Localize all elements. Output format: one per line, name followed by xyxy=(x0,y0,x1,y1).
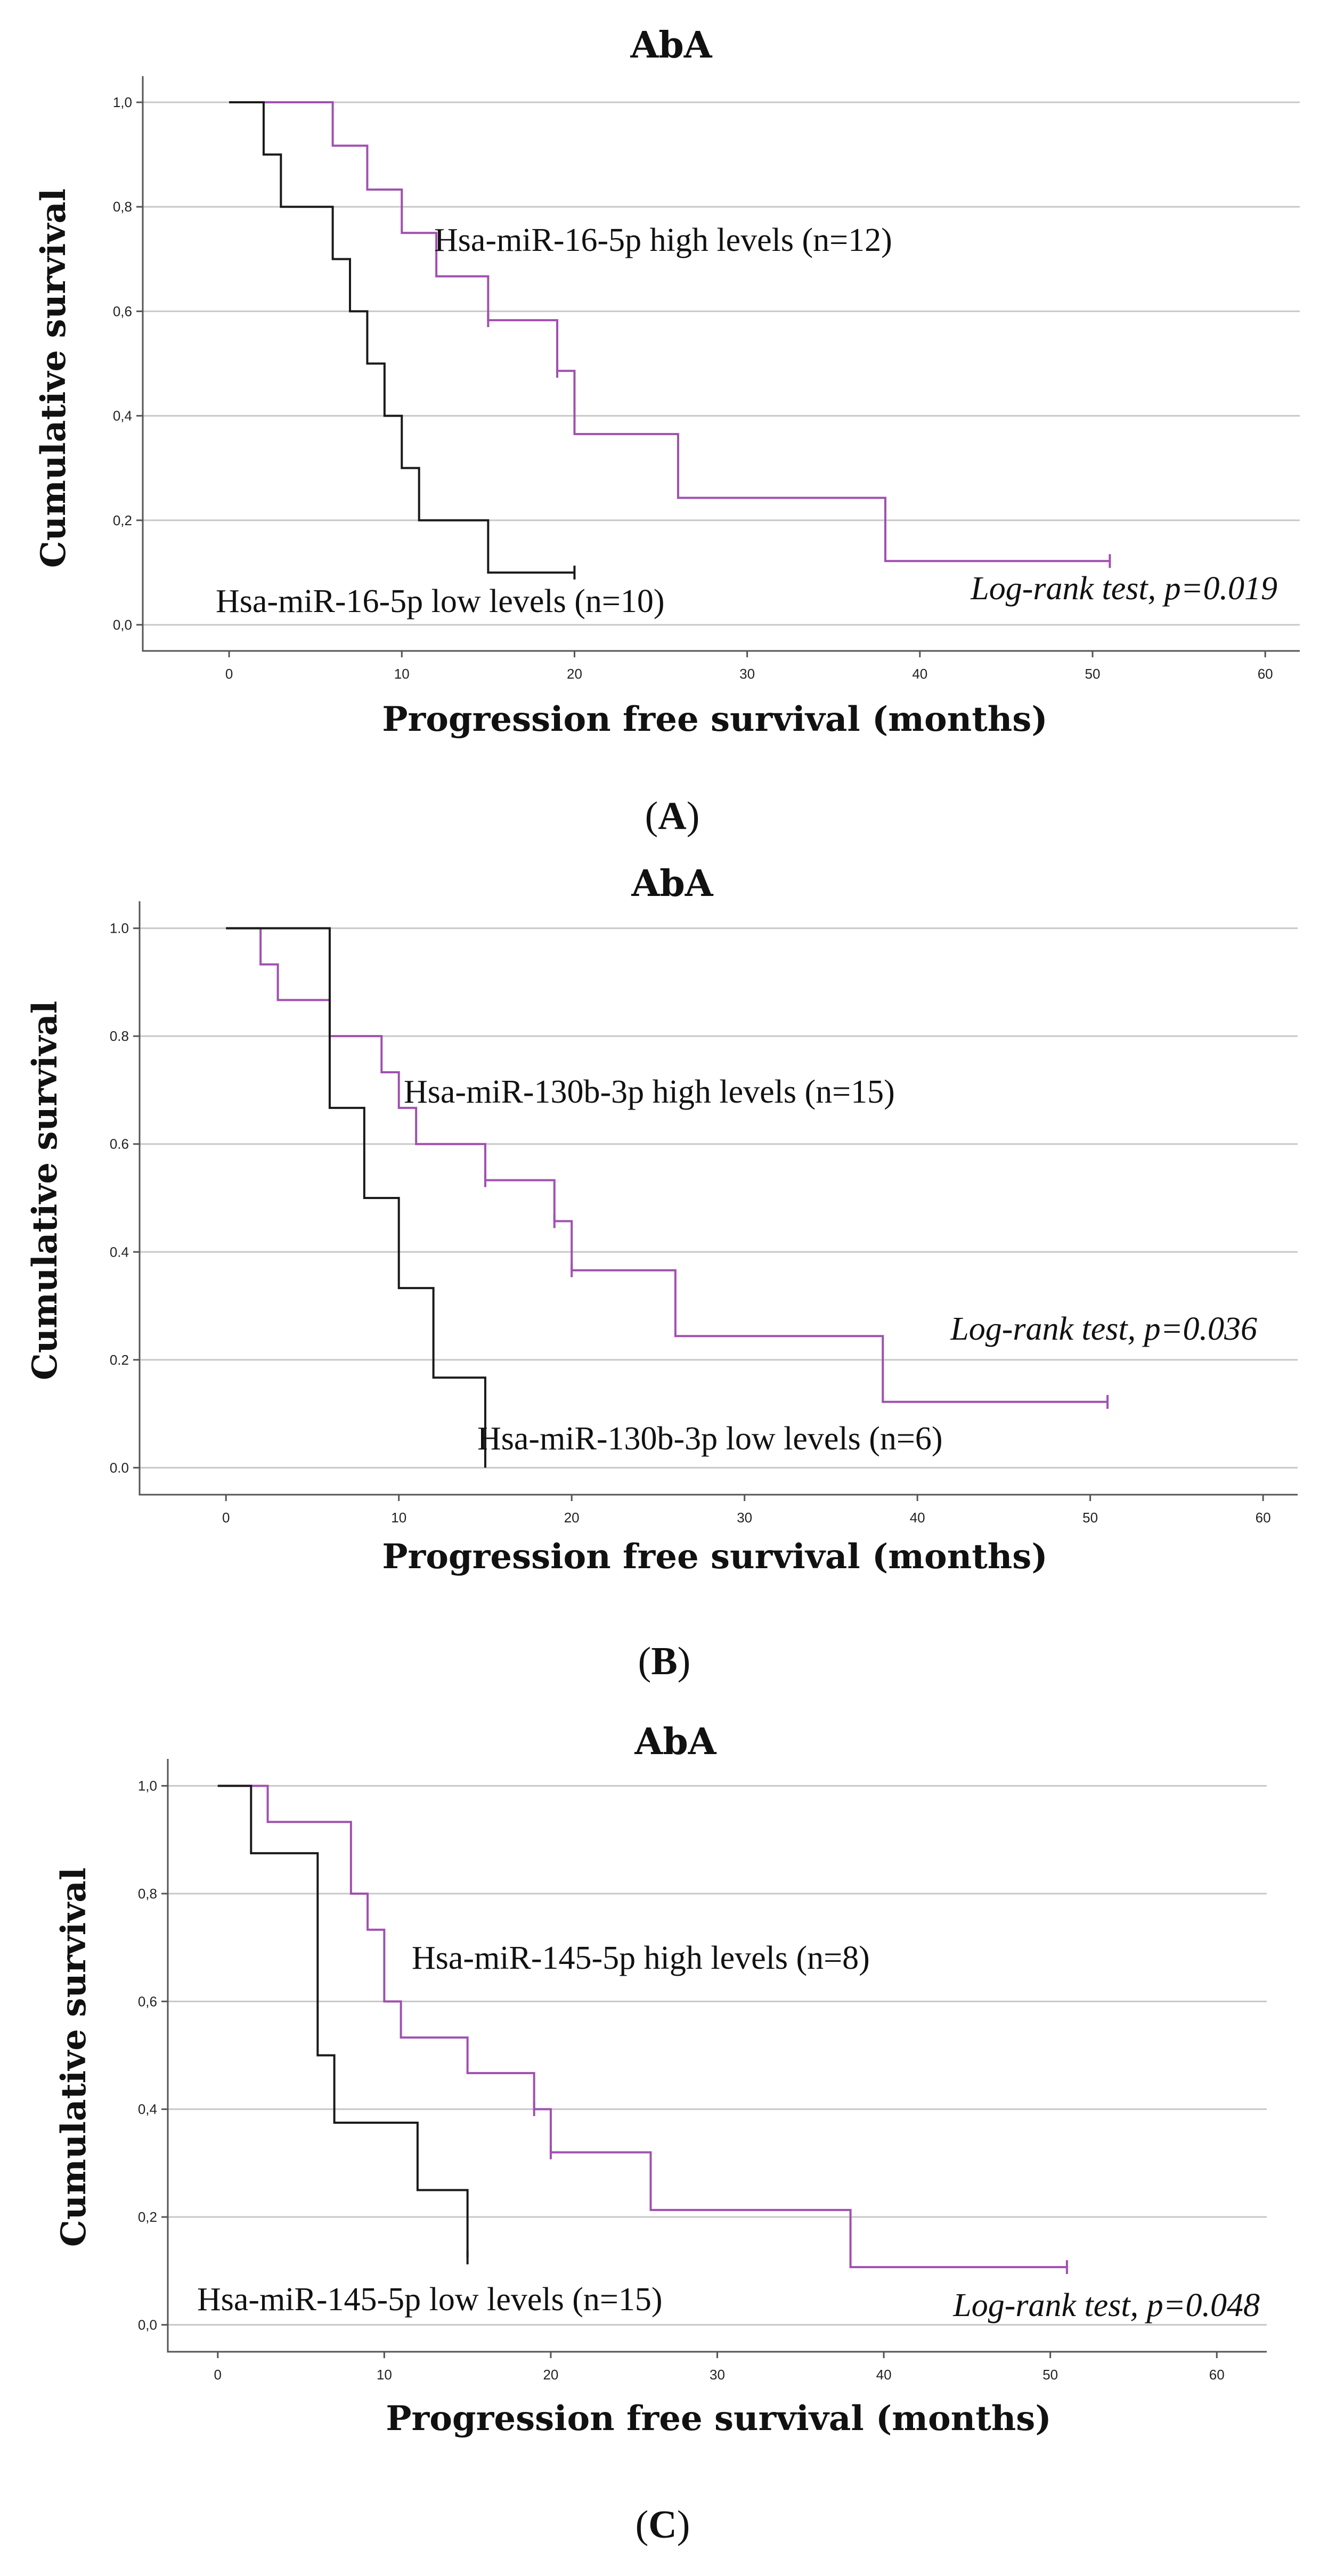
panel-a-y-tick-label: 1,0 xyxy=(113,94,132,110)
panel-c-low-series-label: Hsa-miR-145-5p low levels (n=15) xyxy=(197,2281,663,2318)
panel-c-x-tick-label: 40 xyxy=(876,2367,892,2383)
panel-b-y-tick-label: 0.8 xyxy=(110,1028,129,1044)
panel-a: 0,0 0,2 0,4 0,6 0,8 1,0 0 10 20 30 40 50 60 AbA Cumu… xyxy=(34,24,1300,838)
panel-a-y-axis-label: Cumulative survival xyxy=(34,189,74,568)
panel-b-high-survival-curve xyxy=(226,927,1108,1403)
panel-c-high-series-label: Hsa-miR-145-5p high levels (n=8) xyxy=(412,1940,870,1976)
panel-b-title: AbA xyxy=(631,862,713,905)
panel-a-axes xyxy=(142,76,1300,652)
panel-a-y-tick-label: 0,4 xyxy=(113,408,132,424)
panel-b-y-axis-label: Cumulative survival xyxy=(25,1001,65,1380)
panel-c-title: AbA xyxy=(634,1721,716,1763)
panel-c-y-tick-label: 0,0 xyxy=(138,2317,157,2333)
panel-a-x-tick-label: 0 xyxy=(225,666,233,682)
panel-b-y-tick-label: 0.4 xyxy=(110,1244,129,1260)
panel-a-title: AbA xyxy=(630,24,712,67)
panel-b-y-tick-label: 0.2 xyxy=(110,1352,129,1368)
panel-b-x-tick-label: 40 xyxy=(910,1510,925,1526)
panel-b-letter: B xyxy=(651,1640,677,1683)
panel-c-high-survival-curve xyxy=(217,1784,1067,2269)
panel-b-x-axis-label: Progression free survival (months) xyxy=(382,1537,1047,1577)
panel-c-x-tick-label: 20 xyxy=(543,2367,558,2383)
panel-c-x-tick-label: 60 xyxy=(1209,2367,1225,2383)
panel-c-low-survival-curve xyxy=(217,1784,469,2257)
panel-b-x-tick-label: 50 xyxy=(1082,1510,1098,1526)
panel-c-x-tick-label: 30 xyxy=(710,2367,725,2383)
panel-b-x-tick-label: 10 xyxy=(391,1510,406,1526)
panel-a-high-series-label: Hsa-miR-16-5p high levels (n=12) xyxy=(434,222,892,258)
panel-b-x-tick-label: 20 xyxy=(564,1510,580,1526)
panel-b-x-tick-label: 0 xyxy=(222,1510,230,1526)
panel-c-y-tick-label: 0,2 xyxy=(138,2209,157,2225)
panel-a-y-tick-label: 0,8 xyxy=(113,199,132,215)
panel-a-x-tick-label: 50 xyxy=(1085,666,1101,682)
panel-c-y-axis-label: Cumulative survival xyxy=(54,1868,94,2247)
panel-b: 0.0 0.2 0.4 0.6 0.8 1.0 0 10 20 30 40 50 60 AbA Cumu… xyxy=(25,862,1298,1683)
panel-c-letter: C xyxy=(648,2503,677,2547)
panel-a-letter: A xyxy=(658,794,686,838)
panel-b-y-tick-label: 1.0 xyxy=(110,920,129,936)
panel-c-logrank-annotation: Log-rank test, p=0.048 xyxy=(952,2287,1260,2324)
panel-b-y-tick-label: 0.0 xyxy=(110,1460,129,1476)
panel-b-high-series-label: Hsa-miR-130b-3p high levels (n=15) xyxy=(404,1074,895,1110)
panel-b-axes xyxy=(139,901,1298,1496)
panel-a-x-tick-label: 60 xyxy=(1258,666,1273,682)
panel-a-x-tick-label: 20 xyxy=(567,666,582,682)
panel-a-plot-area: 0,0 0,2 0,4 0,6 0,8 1,0 0 10 20 30 40 50 60 xyxy=(113,76,1300,682)
panel-a-x-tick-label: 40 xyxy=(912,666,927,682)
panel-c-y-tick-label: 0,6 xyxy=(138,1993,157,2009)
panel-a-high-survival-curve xyxy=(229,101,1110,563)
panel-a-x-tick-label: 30 xyxy=(739,666,755,682)
panel-a-x-tick-label: 10 xyxy=(394,666,410,682)
panel-b-x-tick-label: 60 xyxy=(1256,1510,1271,1526)
panel-a-low-survival-curve xyxy=(229,101,575,574)
panel-a-y-tick-label: 0,6 xyxy=(113,303,132,319)
panel-c-x-tick-label: 0 xyxy=(214,2367,222,2383)
panel-c-axes xyxy=(167,1759,1267,2353)
panel-a-y-tick-label: 0,0 xyxy=(113,617,132,633)
panel-c-y-tick-label: 1,0 xyxy=(138,1778,157,1794)
panel-b-y-tick-label: 0.6 xyxy=(110,1136,129,1152)
panel-c-caption: (C) xyxy=(636,2503,690,2547)
panel-c: 0,0 0,2 0,4 0,6 0,8 1,0 0 10 20 30 40 50 60 AbA Cumu… xyxy=(54,1721,1267,2547)
panel-a-low-series-label: Hsa-miR-16-5p low levels (n=10) xyxy=(216,583,665,619)
panel-c-x-tick-label: 10 xyxy=(377,2367,392,2383)
panel-b-low-series-label: Hsa-miR-130b-3p low levels (n=6) xyxy=(477,1421,943,1457)
panel-b-caption: (B) xyxy=(638,1640,691,1683)
panel-a-caption: (A) xyxy=(645,794,700,838)
panel-c-y-tick-label: 0,4 xyxy=(138,2101,157,2117)
panel-b-logrank-annotation: Log-rank test, p=0.036 xyxy=(950,1311,1257,1347)
panel-c-x-tick-label: 50 xyxy=(1042,2367,1058,2383)
panel-c-y-tick-label: 0,8 xyxy=(138,1886,157,1902)
panel-b-x-tick-label: 30 xyxy=(737,1510,752,1526)
panel-a-x-axis-label: Progression free survival (months) xyxy=(382,699,1047,739)
panel-c-plot-area: 0,0 0,2 0,4 0,6 0,8 1,0 0 10 20 30 40 50 60 xyxy=(138,1759,1267,2383)
panel-a-y-tick-label: 0,2 xyxy=(113,512,132,528)
panel-b-low-survival-curve xyxy=(226,927,486,1468)
panel-c-x-axis-label: Progression free survival (months) xyxy=(386,2399,1051,2439)
panel-a-logrank-annotation: Log-rank test, p=0.019 xyxy=(970,570,1277,607)
panel-b-plot-area: 0.0 0.2 0.4 0.6 0.8 1.0 0 10 20 30 40 50 60 xyxy=(110,901,1298,1526)
